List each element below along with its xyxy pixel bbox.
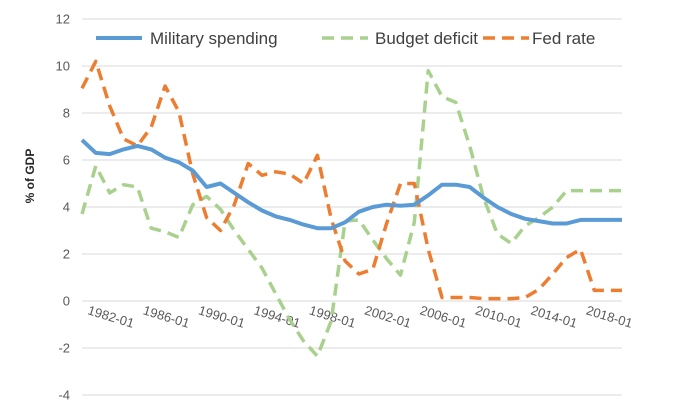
x-axis-ticks: 1982-01 1986-01 1990-01 1994-01 1998-01 2002-…: [86, 303, 634, 331]
x-tick-label: 2014-01: [529, 303, 579, 331]
legend: Military spending Budget deficit Fed rate: [96, 29, 595, 48]
y-axis-ticks: -4 -2 0 2 4 6 8 10 12: [56, 12, 70, 403]
x-tick-label: 1994-01: [252, 303, 302, 331]
legend-label: Budget deficit: [375, 29, 478, 48]
x-tick-label: 2010-01: [474, 303, 524, 331]
series-line-fed-rate: [80, 59, 622, 301]
y-tick-label: -2: [58, 341, 70, 356]
x-tick-label: 2006-01: [418, 303, 468, 331]
y-axis-title: % of GDP: [23, 149, 37, 204]
x-tick-label: 2018-01: [584, 303, 634, 331]
series-lines: [80, 59, 622, 358]
gridlines: [82, 18, 622, 396]
series-line-military-spending: [80, 138, 622, 231]
x-tick-label: 1986-01: [141, 303, 191, 331]
y-tick-label: 2: [63, 247, 70, 262]
legend-item: Military spending: [96, 29, 278, 48]
y-tick-label: 6: [63, 153, 70, 168]
y-tick-label: 4: [63, 200, 70, 215]
y-tick-label: 8: [63, 106, 70, 121]
legend-item: Fed rate: [483, 29, 595, 48]
legend-item: Budget deficit: [322, 29, 478, 48]
y-tick-label: 0: [63, 294, 70, 309]
x-tick-label: 1990-01: [197, 303, 247, 331]
legend-label: Military spending: [150, 29, 278, 48]
y-tick-label: -4: [58, 388, 70, 403]
x-tick-label: 1982-01: [86, 303, 136, 331]
legend-label: Fed rate: [532, 29, 595, 48]
y-tick-label: 12: [56, 12, 70, 27]
y-tick-label: 10: [56, 59, 70, 74]
x-tick-label: 2002-01: [363, 303, 413, 331]
